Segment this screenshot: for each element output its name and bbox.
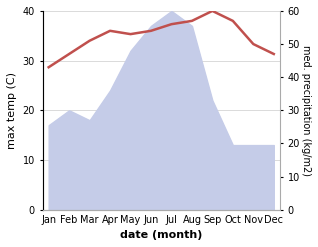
- Y-axis label: med. precipitation (kg/m2): med. precipitation (kg/m2): [301, 45, 311, 176]
- X-axis label: date (month): date (month): [120, 230, 203, 240]
- Y-axis label: max temp (C): max temp (C): [7, 72, 17, 149]
